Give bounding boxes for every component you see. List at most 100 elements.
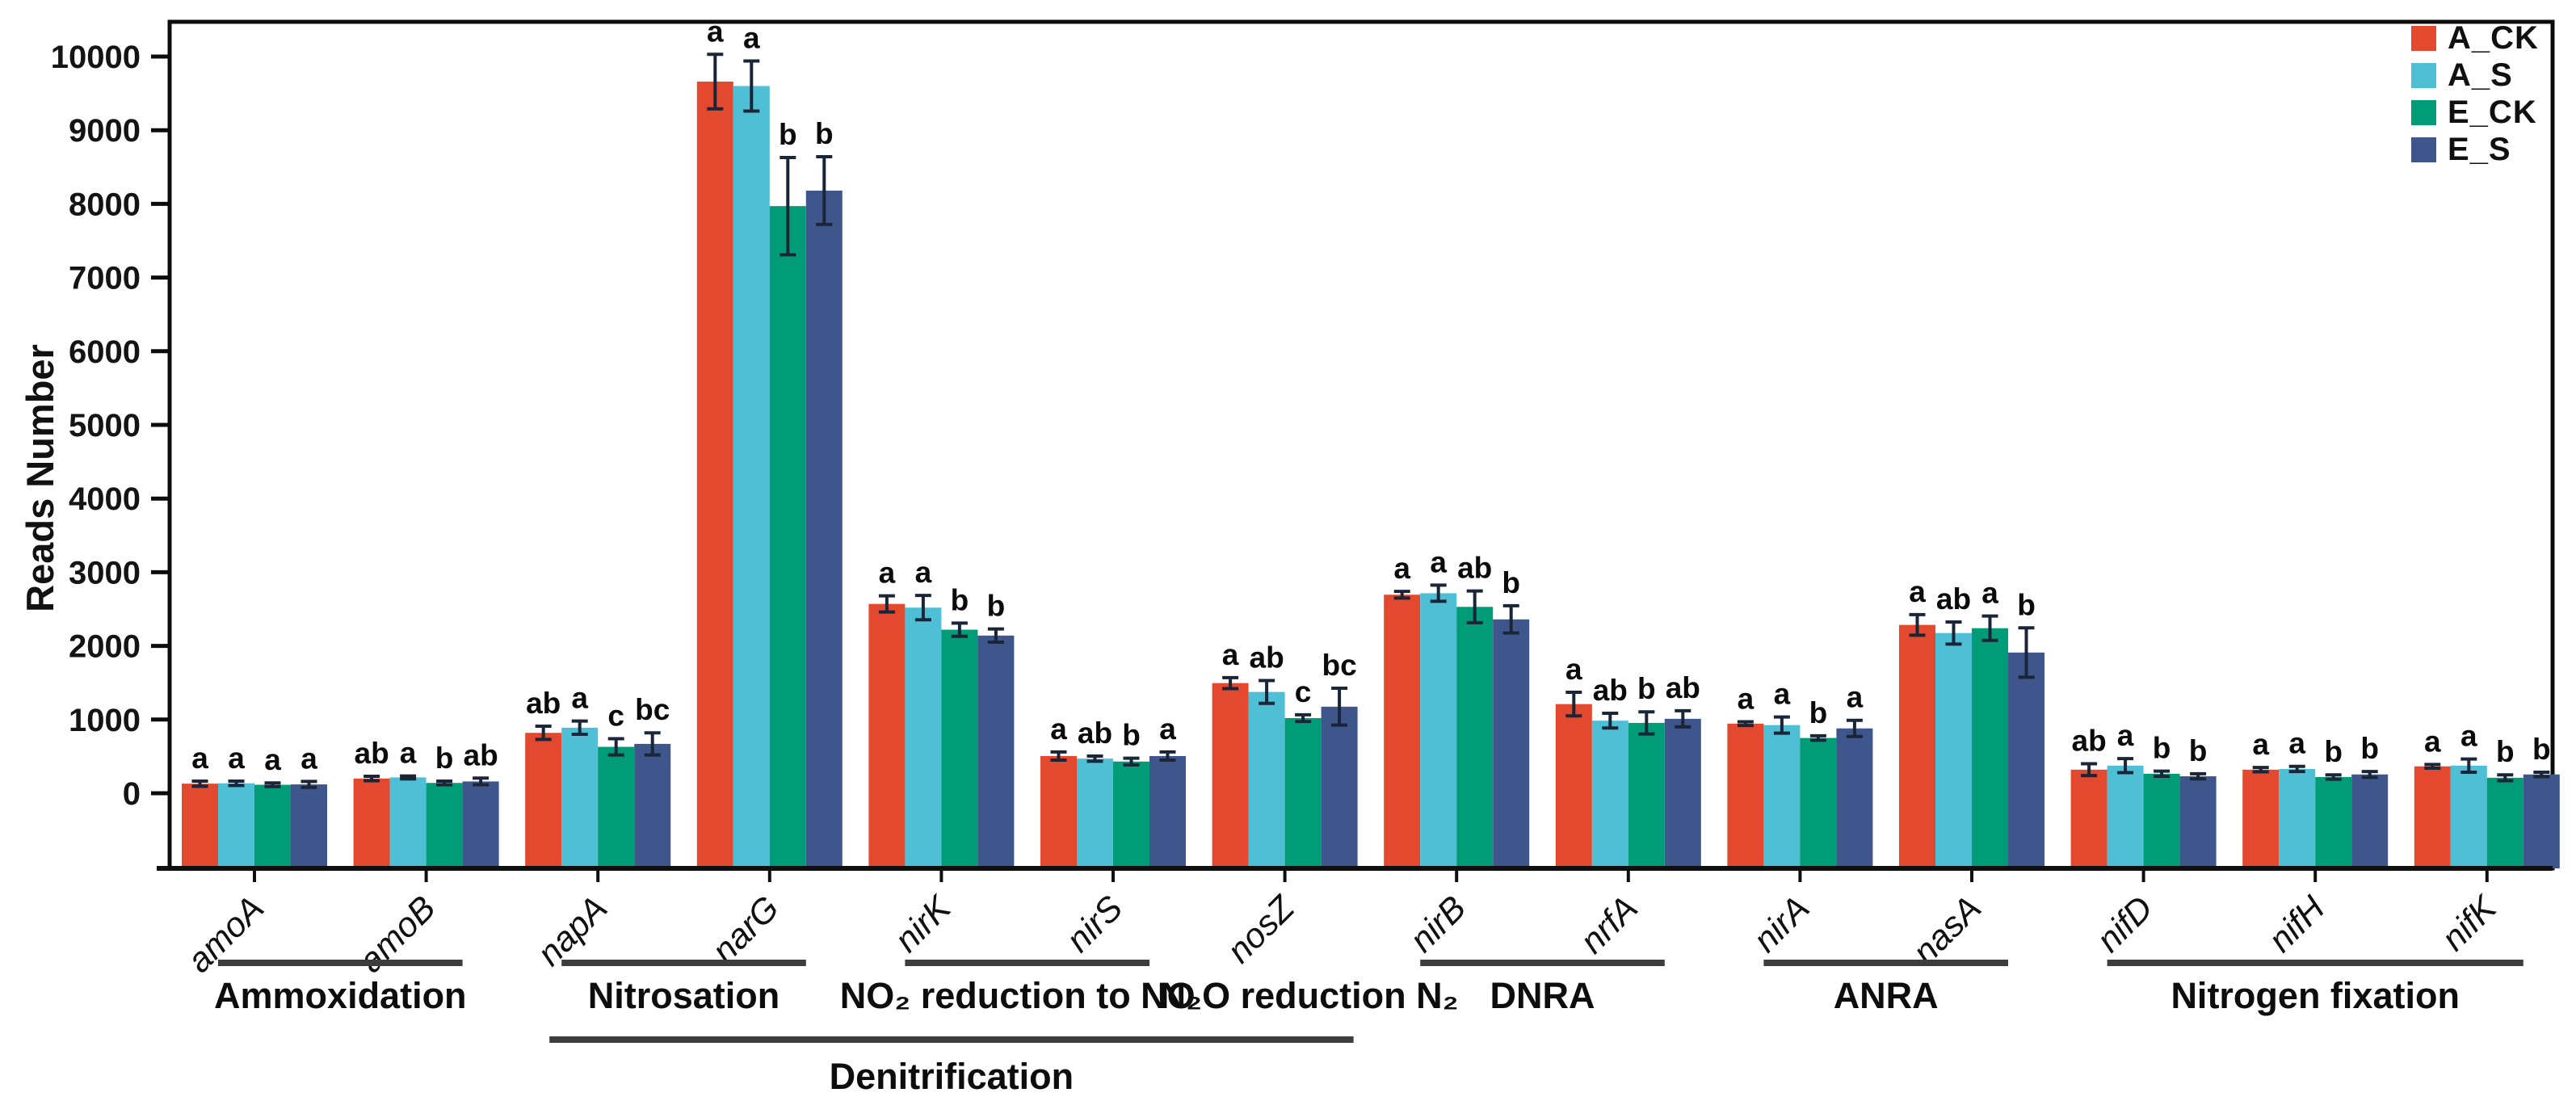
bar-napA-A_S: [561, 727, 599, 868]
bar-nirK-E_CK: [941, 629, 978, 868]
sig-letter-nasA-A_CK: a: [1909, 575, 1926, 608]
group-label-NO₂ reduction to NO: NO₂ reduction to NO: [840, 975, 1196, 1016]
legend-label-E_S: E_S: [2448, 131, 2511, 167]
y-tick-label-0: 0: [123, 776, 141, 812]
sig-letter-nrfA-A_CK: a: [1565, 653, 1582, 686]
bar-nrfA-E_CK: [1628, 722, 1665, 868]
bar-nirK-A_S: [905, 607, 942, 868]
bar-nosZ-E_CK: [1284, 717, 1322, 868]
sig-letter-napA-E_CK: c: [607, 700, 624, 733]
sig-letter-nirA-A_CK: a: [1738, 683, 1754, 716]
bar-nifH-A_CK: [2242, 769, 2280, 868]
bar-narG-A_CK: [696, 82, 733, 869]
y-tick-label-7000: 7000: [69, 261, 141, 296]
sig-letter-nrfA-E_CK: b: [1637, 672, 1656, 705]
group-label-ANRA: ANRA: [1834, 975, 1939, 1016]
sig-letter-nosZ-A_CK: a: [1222, 638, 1239, 671]
bar-nrfA-A_CK: [1555, 704, 1592, 868]
sig-letter-nifH-A_S: a: [2288, 727, 2305, 760]
sig-letter-nosZ-E_CK: c: [1295, 675, 1312, 708]
sig-letter-nrfA-E_S: ab: [1666, 671, 1700, 704]
y-tick-label-5000: 5000: [69, 408, 141, 443]
bar-nirS-A_CK: [1040, 755, 1077, 868]
sig-letter-nifK-A_S: a: [2460, 720, 2477, 753]
sig-letter-nifD-E_S: b: [2189, 734, 2208, 767]
bar-napA-A_CK: [525, 733, 562, 868]
legend-swatch-E_S: [2411, 137, 2436, 162]
y-tick-label-9000: 9000: [69, 113, 141, 149]
sig-letter-narG-A_S: a: [743, 21, 760, 54]
bar-nifD-E_S: [2179, 776, 2217, 868]
y-tick-label-1000: 1000: [69, 703, 141, 738]
sig-letter-amoA-E_S: a: [300, 742, 317, 775]
sig-letter-napA-E_S: bc: [635, 693, 670, 726]
sig-letter-nifH-E_S: b: [2360, 732, 2379, 765]
gene-label-nirB: nirB: [1402, 889, 1473, 960]
bar-nifD-A_S: [2107, 765, 2144, 868]
sig-letter-amoA-E_CK: a: [264, 743, 281, 776]
sig-letter-nrfA-A_S: ab: [1593, 674, 1628, 707]
y-tick-label-10000: 10000: [51, 40, 141, 75]
sig-letter-nifD-E_CK: b: [2153, 732, 2171, 765]
bar-napA-E_CK: [598, 746, 635, 868]
sig-letter-nifK-E_S: b: [2532, 733, 2551, 766]
group-label-Denitrification: Denitrification: [830, 1056, 1074, 1097]
sig-letter-nirA-A_S: a: [1774, 678, 1791, 711]
sig-letter-nasA-E_CK: a: [1981, 577, 1998, 610]
y-tick-label-8000: 8000: [69, 187, 141, 222]
gene-label-nifD: nifD: [2090, 889, 2161, 960]
legend-swatch-E_CK: [2411, 99, 2436, 125]
sig-letter-nirK-A_CK: a: [879, 557, 896, 590]
sig-letter-amoB-E_S: ab: [464, 738, 498, 771]
sig-letter-napA-A_S: a: [571, 682, 588, 715]
bar-nirA-A_CK: [1727, 723, 1764, 868]
gene-label-nirA: nirA: [1746, 889, 1817, 960]
sig-letter-nifK-A_CK: a: [2424, 725, 2441, 758]
sig-letter-nifD-A_CK: ab: [2072, 725, 2107, 758]
gene-label-nrfA: nrfA: [1573, 889, 1645, 961]
bar-amoA-E_CK: [254, 784, 291, 868]
gene-label-narG: narG: [704, 889, 787, 971]
bar-narG-A_S: [733, 86, 770, 869]
bar-nirS-A_S: [1077, 759, 1113, 868]
sig-letter-narG-E_S: b: [815, 117, 834, 150]
sig-letter-nirK-E_CK: b: [951, 583, 969, 616]
sig-letter-nasA-A_S: ab: [1936, 582, 1971, 616]
y-axis-title: Reads Number: [19, 344, 61, 612]
bar-nasA-A_S: [1935, 632, 1972, 868]
bar-nifH-A_S: [2279, 768, 2316, 868]
sig-letter-amoB-A_S: a: [400, 737, 417, 770]
sig-letter-nifH-A_CK: a: [2252, 728, 2269, 761]
bar-nirB-E_S: [1493, 619, 1530, 868]
sig-letter-nirS-A_S: ab: [1078, 716, 1112, 750]
bar-amoB-A_CK: [353, 778, 390, 868]
bar-amoB-E_S: [462, 781, 499, 868]
group-label-Ammoxidation: Ammoxidation: [214, 975, 467, 1016]
bar-amoA-A_S: [218, 783, 254, 868]
legend: A_CK A_S E_CK E_S: [2411, 19, 2539, 168]
sig-letter-nifD-A_S: a: [2117, 719, 2134, 752]
legend-swatch-A_CK: [2411, 25, 2436, 51]
bar-amoB-A_S: [389, 777, 427, 868]
bar-nirB-A_S: [1420, 593, 1457, 868]
bar-nosZ-A_CK: [1212, 683, 1249, 868]
bar-nasA-A_CK: [1899, 624, 1935, 868]
bar-nosZ-A_S: [1248, 691, 1285, 868]
group-label-N₂O reduction N₂: N₂O reduction N₂: [1160, 975, 1459, 1016]
bar-narG-E_CK: [769, 206, 806, 869]
bar-nifK-A_S: [2450, 765, 2487, 868]
bar-nirA-E_S: [1836, 728, 1873, 868]
bar-nifH-E_S: [2351, 774, 2389, 868]
sig-letter-nirS-E_CK: b: [1122, 719, 1141, 752]
bar-nirB-E_CK: [1456, 607, 1494, 868]
gene-label-amoB: amoB: [351, 889, 443, 980]
sig-letter-amoA-A_CK: a: [191, 742, 208, 775]
sig-letter-nirB-E_S: b: [1502, 566, 1520, 599]
bar-nirS-E_CK: [1113, 761, 1149, 868]
gene-label-nirS: nirS: [1059, 889, 1130, 960]
bar-napA-E_S: [634, 743, 671, 868]
sig-letter-narG-E_CK: b: [779, 118, 797, 151]
sig-letter-nirA-E_CK: b: [1809, 696, 1828, 729]
y-tick-label-3000: 3000: [69, 555, 141, 590]
